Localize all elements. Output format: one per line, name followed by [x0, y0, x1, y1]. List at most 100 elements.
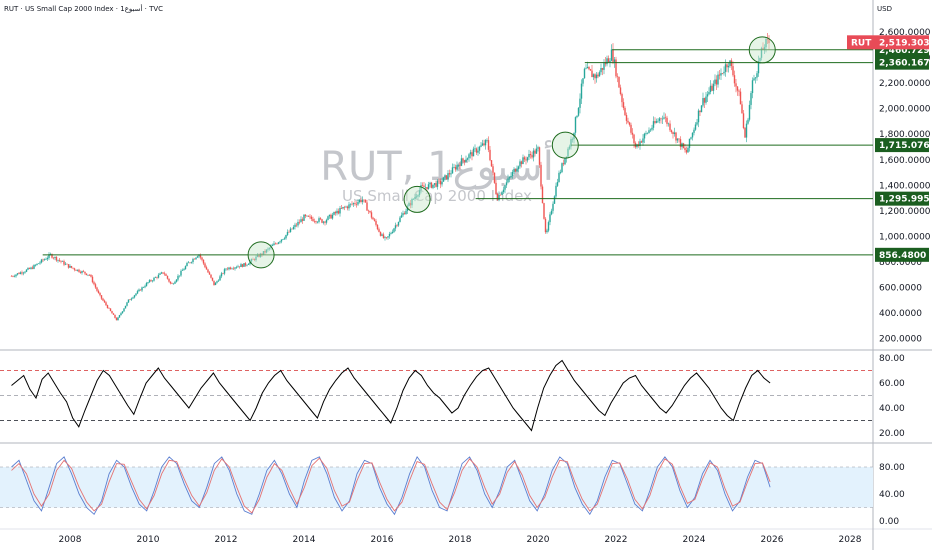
stochastic-tick-label: 40.00 — [879, 490, 905, 500]
candle-body — [699, 110, 701, 113]
candle-body — [231, 268, 233, 270]
candle-body — [631, 132, 634, 135]
candle-body — [153, 277, 155, 281]
candle-body — [261, 253, 263, 255]
candle-body — [640, 141, 643, 143]
candle-body — [58, 259, 61, 261]
candle-body — [757, 61, 760, 74]
candle-body — [204, 263, 206, 268]
candle-body — [183, 269, 185, 271]
stochastic-pane[interactable] — [0, 456, 873, 516]
candle-body — [349, 203, 352, 205]
price-tick-label: 1,200.0000 — [879, 207, 931, 217]
candle-body — [222, 273, 224, 274]
level-label: 1,295.9958 — [879, 195, 932, 205]
stochastic-tick-label: 80.00 — [879, 463, 905, 473]
candle-body — [642, 138, 644, 143]
candle-body — [423, 185, 425, 188]
candle-body — [604, 63, 607, 65]
candle-body — [187, 262, 190, 264]
candle-body — [588, 67, 590, 70]
candle-body — [118, 315, 121, 318]
candle-body — [574, 117, 577, 133]
candle-body — [402, 213, 404, 216]
candle-body — [688, 138, 691, 148]
candle-body — [226, 268, 229, 270]
rsi-pane[interactable] — [0, 359, 873, 432]
level-label: 1,715.0762 — [879, 141, 932, 151]
candle-body — [162, 272, 164, 274]
candle-body — [474, 148, 476, 150]
candle-body — [250, 259, 253, 262]
candle-body — [253, 259, 256, 261]
candle-body — [132, 297, 134, 299]
candle-body — [661, 118, 664, 120]
candle-body — [286, 231, 289, 235]
candle-body — [67, 264, 70, 268]
candle-body — [243, 263, 245, 267]
candle-body — [504, 185, 506, 190]
candle-body — [739, 91, 742, 105]
candle-body — [301, 219, 304, 221]
candle-body — [336, 210, 338, 214]
candle-body — [436, 180, 439, 187]
candle-body — [408, 203, 410, 207]
candle-body — [621, 94, 623, 103]
candle-body — [667, 123, 670, 125]
candle-body — [186, 263, 188, 267]
candle-body — [690, 137, 692, 139]
candle-body — [241, 264, 244, 267]
candle-body — [48, 254, 50, 258]
candle-body — [340, 208, 343, 209]
candle-body — [72, 267, 74, 269]
candle-body — [22, 272, 25, 274]
candle-body — [597, 74, 599, 77]
candle-body — [25, 269, 28, 272]
candle-body — [265, 249, 268, 253]
candle-body — [208, 272, 211, 275]
candle-body — [651, 127, 653, 130]
candle-body — [198, 254, 200, 257]
candle-body — [70, 266, 73, 268]
candle-body — [354, 203, 356, 205]
candle-body — [28, 268, 31, 269]
candle-body — [276, 243, 278, 245]
price-tick-label: 2,600.0000 — [879, 28, 931, 38]
candle-body — [171, 283, 173, 284]
candle-body — [210, 274, 212, 278]
candle-body — [105, 302, 107, 306]
candle-body — [390, 233, 392, 234]
candle-body — [654, 121, 656, 123]
candle-body — [184, 266, 187, 270]
price-pane[interactable] — [10, 33, 873, 321]
candle-body — [397, 221, 400, 226]
candle-body — [619, 87, 622, 95]
candle-body — [10, 276, 13, 277]
candle-body — [583, 68, 586, 79]
candle-body — [16, 273, 19, 275]
candle-body — [394, 225, 397, 229]
price-tick-label: 1,000.0000 — [879, 232, 931, 242]
candle-body — [718, 74, 721, 76]
candle-body — [145, 283, 148, 287]
candle-body — [684, 147, 686, 151]
candle-body — [463, 160, 466, 162]
candle-body — [249, 261, 251, 265]
candle-body — [714, 79, 716, 84]
candle-body — [163, 273, 166, 275]
candle-body — [447, 173, 449, 180]
candle-body — [271, 245, 274, 247]
candle-body — [64, 263, 67, 265]
candle-body — [51, 254, 53, 258]
candle-body — [544, 218, 547, 233]
candle-body — [228, 267, 230, 270]
candle-body — [481, 143, 484, 146]
candle-body — [115, 317, 118, 321]
candle-body — [79, 271, 82, 273]
candle-body — [531, 155, 533, 158]
candle-body — [180, 270, 182, 276]
candle-body — [84, 271, 86, 274]
candle-body — [264, 251, 266, 253]
candle-body — [732, 66, 734, 76]
